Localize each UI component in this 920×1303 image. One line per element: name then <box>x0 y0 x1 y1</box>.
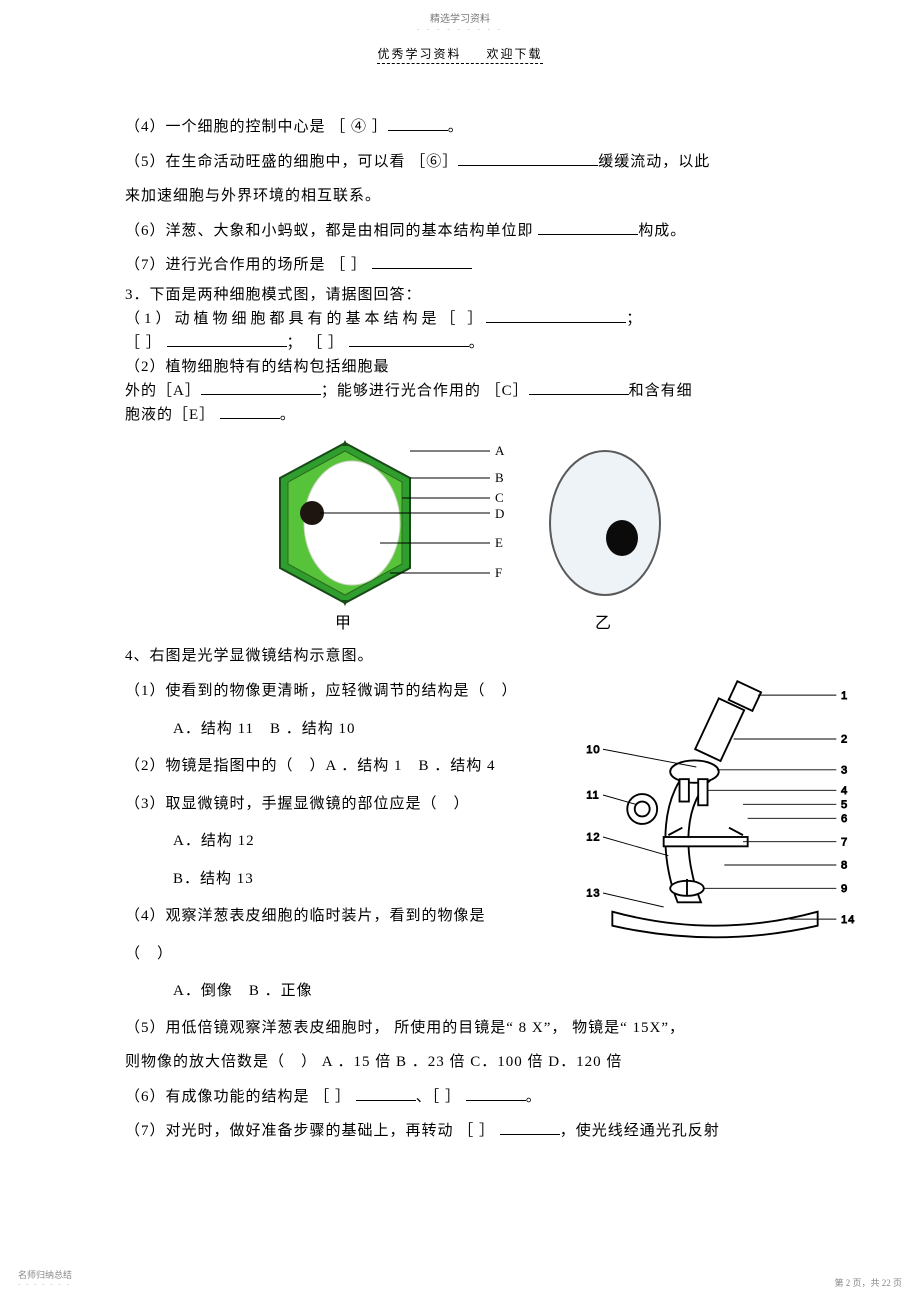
svg-text:C: C <box>495 490 505 505</box>
svg-text:4: 4 <box>841 785 848 797</box>
svg-text:B: B <box>495 470 505 485</box>
cell-diagram: A B C D E F 甲 乙 <box>125 433 795 633</box>
sec3-2a: （2）植物细胞特有的结构包括细胞最 <box>125 355 795 379</box>
sec3-1a: （1）动植物细胞都具有的基本结构是［ ］； <box>125 307 795 331</box>
section-4: 4、右图是光学显微镜结构示意图。 （1）使看到的物像更清晰，应轻微调节的结构是（… <box>125 639 795 1149</box>
sec4-3: （3）取显微镜时，手握显微镜的部位应是（ ） <box>125 786 525 824</box>
svg-text:11: 11 <box>586 789 599 801</box>
sec4-2: （2）物镜是指图中的（ ）A ．结构 1 B ．结构 4 <box>125 748 525 786</box>
svg-text:F: F <box>495 565 503 580</box>
svg-text:2: 2 <box>841 733 848 745</box>
blank <box>201 380 321 395</box>
sec4-5b: 则物像的放大倍数是（ ） A ．15 倍 B ．23 倍 C．100 倍 D．1… <box>125 1045 795 1080</box>
document-body: （4）一个细胞的控制中心是 ［ ④ ］。 （5）在生命活动旺盛的细胞中，可以看 … <box>125 110 795 1149</box>
q6-line: （6）洋葱、大象和小蚂蚁，都是由相同的基本结构单位即 构成。 <box>125 214 795 249</box>
svg-text:D: D <box>495 506 505 521</box>
svg-text:7: 7 <box>841 836 848 848</box>
blank <box>167 332 287 347</box>
sub-header-right: 欢迎下载 <box>487 47 543 61</box>
svg-text:A: A <box>495 443 505 458</box>
sec4-4a: （4）观察洋葱表皮细胞的临时装片，看到的物像是 <box>125 898 525 936</box>
svg-text:8: 8 <box>841 859 848 871</box>
sec4-6: （6）有成像功能的结构是 ［ ］ 、［ ］ 。 <box>125 1080 795 1115</box>
dots: - - - - - - - - - <box>0 25 920 33</box>
footer-right: 第 2 页，共 22 页 <box>834 1276 902 1289</box>
page-header-top: 精选学习资料 - - - - - - - - - <box>0 10 920 33</box>
svg-text:12: 12 <box>586 831 600 843</box>
svg-text:3: 3 <box>841 764 848 776</box>
page-sub-header: 优秀学习资料 欢迎下载 <box>0 45 920 62</box>
q5-line1: （5）在生命活动旺盛的细胞中，可以看 ［⑥］缓缓流动，以此 <box>125 145 795 180</box>
svg-text:1: 1 <box>841 689 848 701</box>
q4-line: （4）一个细胞的控制中心是 ［ ④ ］。 <box>125 110 795 145</box>
section-3: 3．下面是两种细胞模式图，请据图回答： （1）动植物细胞都具有的基本结构是［ ］… <box>125 283 795 427</box>
blank <box>372 254 472 269</box>
sec4-3-optA: A．结构 12 <box>125 823 525 861</box>
blank <box>458 151 598 166</box>
svg-text:5: 5 <box>841 799 848 811</box>
blank <box>388 116 448 131</box>
sec4-3-optB: B．结构 13 <box>125 861 525 899</box>
q5-line2: 来加速细胞与外界环境的相互联系。 <box>125 179 795 214</box>
sec3-1b: ［ ］ ； ［ ］ 。 <box>125 331 795 355</box>
top-header-text: 精选学习资料 <box>430 14 490 25</box>
blank <box>466 1086 526 1101</box>
sec4-5a: （5）用低倍镜观察洋葱表皮细胞时， 所使用的目镜是“ 8 X”， 物镜是“ 15… <box>125 1011 795 1046</box>
sec4-7: （7）对光时，做好准备步骤的基础上，再转动 ［ ］ ，使光线经通光孔反射 <box>125 1114 795 1149</box>
svg-text:10: 10 <box>586 744 600 756</box>
sec4-text: （1）使看到的物像更清晰，应轻微调节的结构是（ ） A．结构 11 B ．结构 … <box>125 673 525 1011</box>
svg-text:6: 6 <box>841 813 848 825</box>
sub-header-left: 优秀学习资料 <box>377 47 461 61</box>
svg-text:14: 14 <box>841 913 855 925</box>
sec3-2b: 外的［A］；能够进行光合作用的 ［C］和含有细 <box>125 379 795 403</box>
blank <box>220 404 280 419</box>
footer-left: 名师归纳总结 - - - - - - - <box>18 1271 72 1289</box>
blank <box>529 380 629 395</box>
blank <box>538 220 638 235</box>
svg-text:E: E <box>495 535 504 550</box>
sec4-4-opt: A．倒像 B ．正像 <box>125 973 525 1011</box>
svg-text:13: 13 <box>586 887 600 899</box>
label-yi: 乙 <box>595 615 612 632</box>
svg-text:9: 9 <box>841 883 848 895</box>
microscope-diagram: 1 2 3 4 5 6 7 8 9 14 10 11 12 13 <box>575 669 855 949</box>
cell-svg: A B C D E F 甲 乙 <box>250 433 670 633</box>
q7-line: （7）进行光合作用的场所是 ［ ］ <box>125 248 795 283</box>
sec3-title: 3．下面是两种细胞模式图，请据图回答： <box>125 283 795 307</box>
sec4-1-opts: A．结构 11 B ．结构 10 <box>125 711 525 749</box>
blank <box>349 332 469 347</box>
blank <box>486 308 626 323</box>
blank <box>356 1086 416 1101</box>
sec3-2c: 胞液的［E］ 。 <box>125 403 795 427</box>
sec4-1: （1）使看到的物像更清晰，应轻微调节的结构是（ ） <box>125 673 525 711</box>
label-jia: 甲 <box>335 615 352 632</box>
sec4-4b: （ ） <box>125 936 525 974</box>
blank <box>500 1120 560 1135</box>
